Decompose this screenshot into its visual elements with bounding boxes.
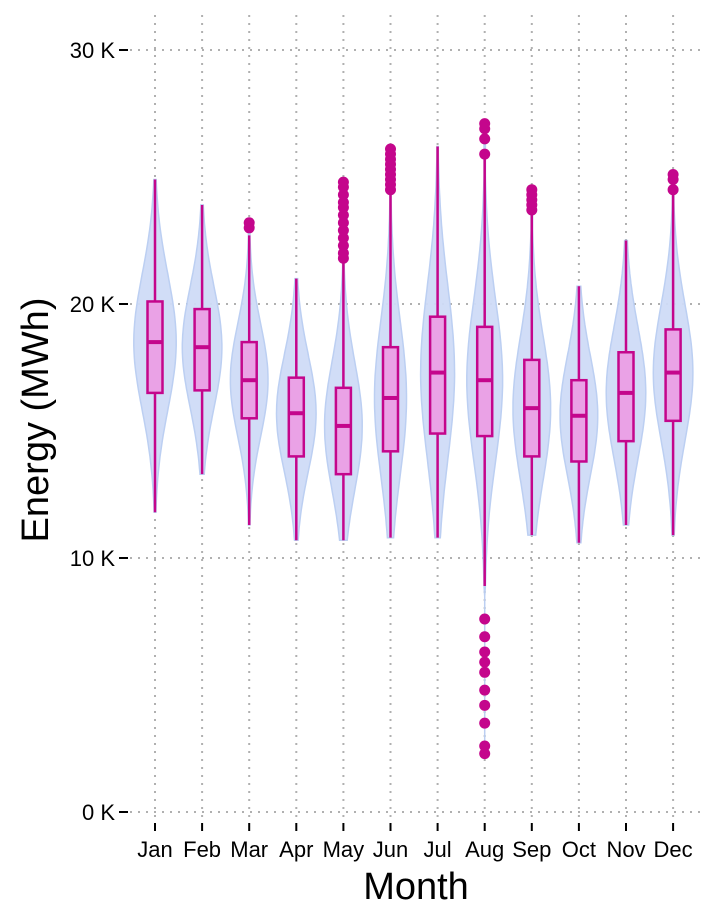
outlier-point: [479, 631, 491, 643]
y-tick-label: 0 K: [82, 800, 115, 825]
y-tick-label: 20 K: [70, 292, 116, 317]
x-tick-label: Jul: [424, 837, 452, 862]
outliers: [243, 118, 679, 760]
box-nov: [617, 351, 635, 443]
axes: 0 K 10 K 20 K 30 K Jan Feb Mar Apr May Jun Jul Aug S…: [70, 38, 693, 862]
outlier-point: [479, 684, 491, 696]
x-tick-label: Dec: [654, 837, 693, 862]
violins: [133, 122, 694, 754]
outlier-point: [479, 748, 491, 760]
box-dec: [664, 328, 682, 423]
outlier-point: [243, 217, 255, 229]
outlier-point: [667, 184, 679, 196]
outlier-point: [479, 699, 491, 711]
outlier-point: [337, 209, 349, 221]
x-axis-title: Month: [363, 866, 469, 908]
outlier-point: [479, 666, 491, 678]
outlier-point: [337, 247, 349, 259]
outlier-point: [479, 656, 491, 668]
x-tick-label: Jan: [137, 837, 172, 862]
x-tick-label: Nov: [606, 837, 645, 862]
box-jul: [428, 315, 447, 435]
outlier-point: [479, 717, 491, 729]
outlier-point: [337, 176, 349, 188]
y-tick-label: 30 K: [70, 38, 116, 63]
x-tick-label: Feb: [183, 837, 221, 862]
y-tick-label: 10 K: [70, 546, 116, 571]
outlier-point: [479, 133, 491, 145]
y-axis-title: Energy (MWh): [15, 298, 57, 543]
outlier-point: [337, 240, 349, 252]
x-tick-label: Sep: [512, 837, 551, 862]
x-tick-label: May: [323, 837, 365, 862]
x-tick-label: Mar: [230, 837, 268, 862]
outlier-point: [479, 646, 491, 658]
outlier-point: [479, 118, 491, 130]
x-tick-label: Aug: [465, 837, 504, 862]
outlier-point: [385, 143, 396, 155]
box-feb: [193, 307, 211, 392]
box-oct: [570, 378, 588, 463]
outlier-point: [337, 224, 349, 236]
box-apr: [287, 376, 306, 458]
outlier-point: [667, 168, 679, 180]
box-may: [334, 386, 353, 476]
outlier-point: [479, 148, 491, 160]
outlier-point: [479, 613, 491, 625]
outlier-point: [337, 196, 349, 208]
outlier-point: [337, 232, 349, 244]
outlier-point: [479, 740, 491, 752]
outlier-point: [337, 217, 349, 229]
box-jan: [146, 300, 164, 395]
x-tick-label: Jun: [373, 837, 408, 862]
outlier-point: [337, 189, 349, 201]
outlier-point: [526, 184, 538, 196]
boxplots: [146, 146, 682, 586]
x-tick-label: Apr: [279, 837, 313, 862]
x-tick-label: Oct: [562, 837, 596, 862]
